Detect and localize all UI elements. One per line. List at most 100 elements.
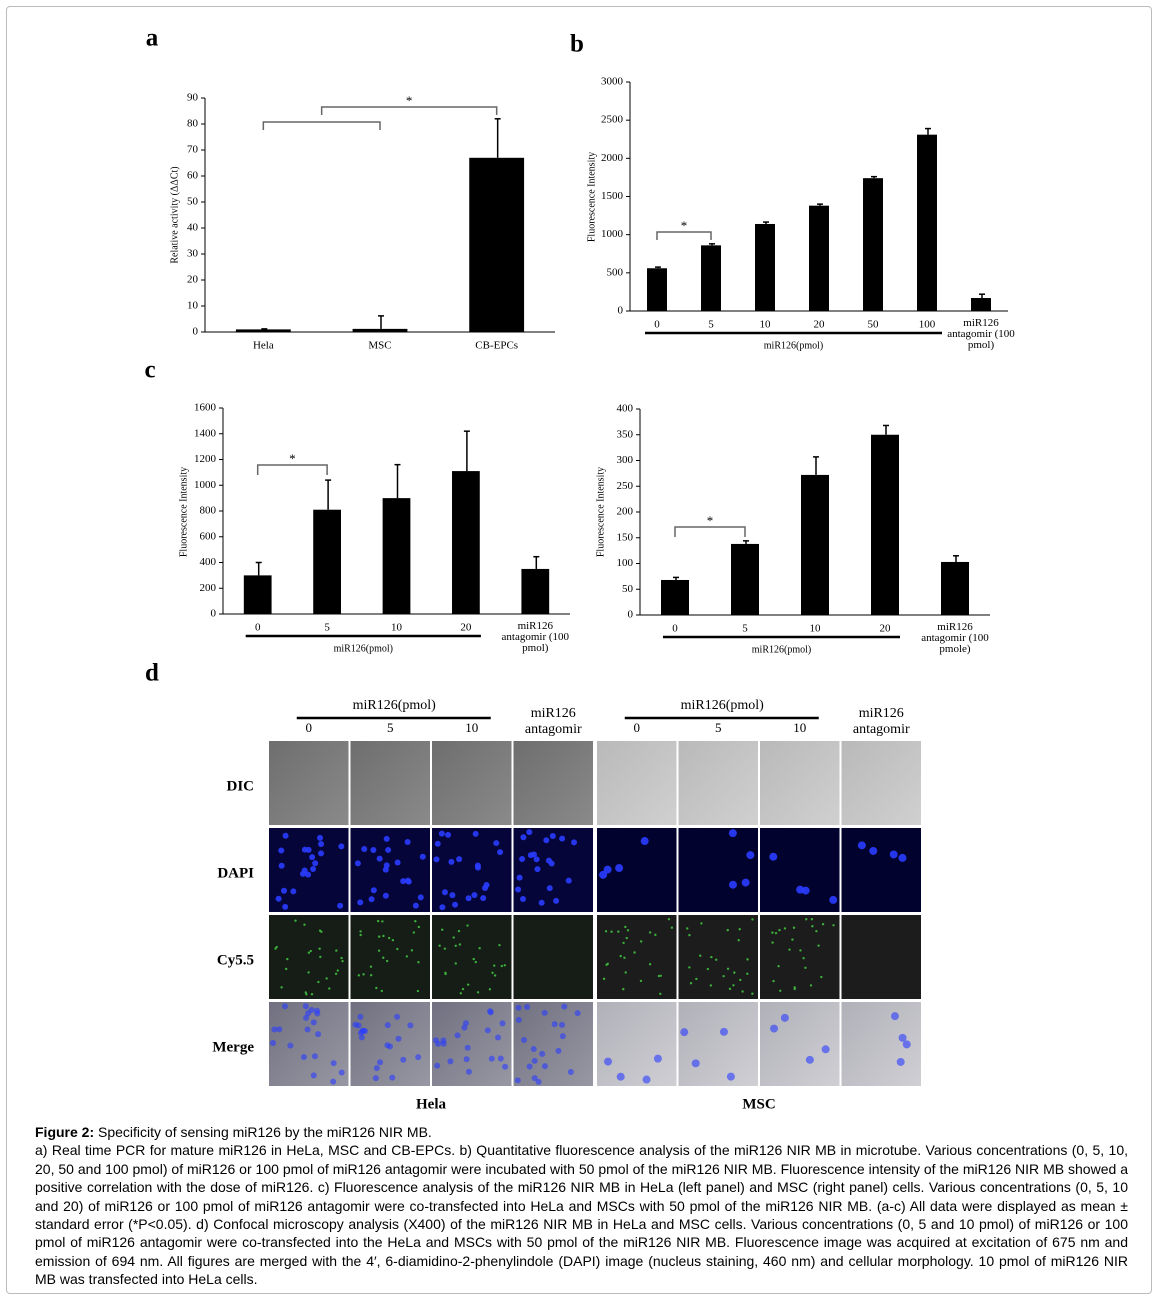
cell-spot — [415, 1054, 422, 1061]
row-label: DAPI — [217, 865, 254, 881]
cell-spot — [305, 871, 312, 878]
annotation: * — [406, 93, 413, 108]
micrograph — [432, 741, 512, 825]
micrograph — [841, 828, 921, 912]
cell-spot — [325, 977, 328, 980]
micrograph — [678, 915, 758, 999]
y-tick-label: 400 — [200, 556, 217, 568]
cell-spot — [497, 1055, 504, 1062]
cell-spot — [524, 1003, 531, 1010]
cell-spot — [726, 928, 729, 932]
cell-spot — [452, 901, 459, 908]
cell-spot — [336, 969, 340, 972]
cell-spot — [622, 987, 625, 991]
cell-spot — [741, 878, 750, 887]
cell-spot — [382, 892, 389, 899]
cell-spot — [832, 924, 835, 927]
cell-spot — [616, 1072, 625, 1081]
cell-spot — [625, 936, 628, 940]
cell-spot — [362, 973, 365, 976]
y-axis-label: Fluorescence Intensity — [595, 467, 606, 557]
cell-spot — [384, 1022, 391, 1029]
cell-spot — [737, 939, 740, 942]
y-tick-label: 250 — [617, 480, 634, 492]
cell-spot — [335, 949, 338, 952]
cell-spot — [746, 851, 755, 860]
y-tick-label: 1500 — [601, 190, 624, 202]
micrograph — [350, 915, 430, 999]
cell-spot — [733, 971, 736, 974]
cell-spot — [726, 1072, 735, 1081]
y-tick-label: 50 — [187, 196, 199, 208]
cell-spot — [435, 1040, 442, 1047]
column-header: miR126(pmol) — [681, 698, 765, 713]
cell-spot — [500, 964, 503, 968]
cell-spot — [515, 1016, 522, 1023]
cell-spot — [471, 892, 478, 899]
column-label: miR126 antagomir — [852, 706, 910, 737]
cell-spot — [465, 895, 472, 902]
cell-spot — [461, 1024, 468, 1031]
y-tick-label: 2500 — [601, 114, 624, 126]
cell-spot — [394, 859, 401, 866]
bar — [661, 579, 689, 615]
y-tick-label: 0 — [618, 305, 624, 317]
micrograph — [678, 828, 758, 912]
y-tick-label: 2000 — [601, 152, 624, 164]
cell-spot — [715, 958, 718, 961]
cell-spot — [328, 987, 331, 990]
cell-spot — [465, 1068, 472, 1075]
y-tick-label: 100 — [617, 557, 634, 569]
cell-spot — [271, 1026, 278, 1033]
bar — [352, 328, 408, 332]
cell-spot — [565, 877, 572, 884]
cell-spot — [640, 837, 649, 846]
cell-spot — [454, 962, 457, 965]
cell-spot — [526, 829, 533, 836]
cell-spot — [404, 839, 411, 846]
cell-spot — [282, 832, 289, 839]
cell-spot — [475, 864, 482, 871]
cell-spot — [639, 979, 643, 983]
cell-spot — [438, 944, 441, 947]
y-tick-label: 80 — [187, 118, 199, 130]
cell-spot — [738, 927, 741, 931]
micrograph — [432, 915, 512, 999]
cell-spot — [624, 925, 627, 929]
y-tick-label: 0 — [628, 609, 634, 621]
cell-spot — [457, 929, 461, 933]
cell-spot — [769, 852, 778, 861]
panel-label: b — [570, 31, 584, 58]
y-tick-label: 300 — [617, 454, 634, 466]
cell-spot — [317, 980, 320, 984]
cell-spot — [278, 862, 285, 869]
cell-spot — [498, 943, 501, 947]
cell-spot — [667, 917, 671, 921]
cell-spot — [454, 944, 457, 948]
x-tick-label: 20 — [814, 319, 826, 331]
cell-spot — [434, 840, 441, 847]
micrograph — [513, 1002, 593, 1086]
cell-spot — [530, 1045, 537, 1052]
cell-spot — [626, 929, 630, 932]
cell-spot — [857, 841, 866, 850]
bar — [452, 471, 480, 614]
cell-spot — [449, 892, 456, 899]
y-tick-label: 600 — [200, 530, 217, 542]
cell-spot — [689, 982, 693, 985]
cell-spot — [604, 930, 608, 933]
cell-spot — [772, 979, 775, 983]
cell-spot — [889, 850, 898, 859]
cell-spot — [309, 949, 312, 953]
cell-spot — [515, 886, 522, 893]
y-tick-label: 50 — [622, 583, 634, 595]
bar — [243, 575, 272, 614]
cell-spot — [719, 1027, 728, 1036]
cell-spot — [622, 941, 625, 945]
cell-spot — [546, 885, 553, 892]
cell-spot — [318, 841, 325, 848]
cell-spot — [377, 949, 381, 952]
cell-spot — [792, 926, 796, 929]
cell-spot — [520, 895, 527, 902]
